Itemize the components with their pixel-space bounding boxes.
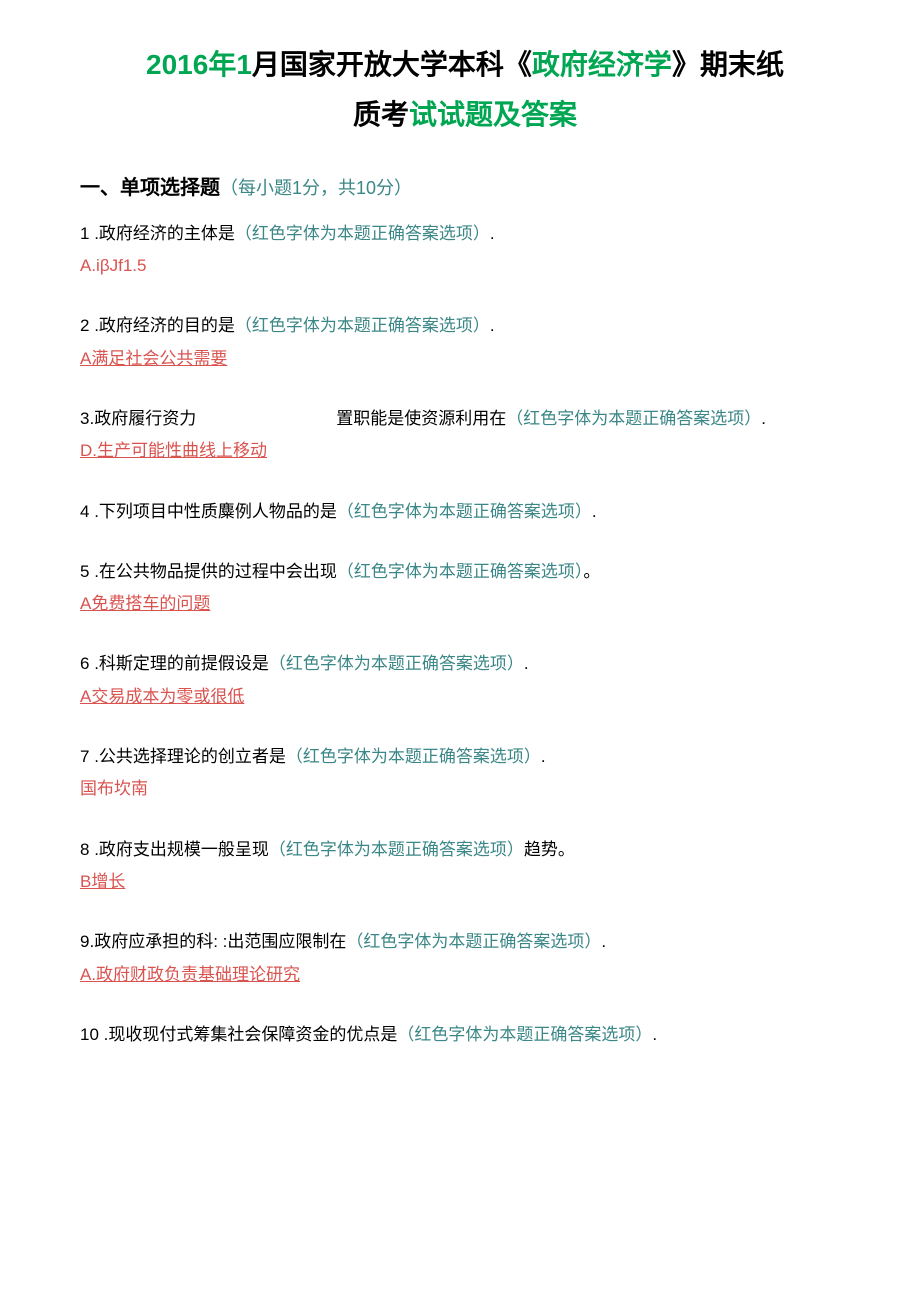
document-title: 2016年1月国家开放大学本科《政府经济学》期末纸 质考试试题及答案 [80,40,850,141]
answer-text: A满足社会公共需要 [80,349,227,368]
question-block: 9.政府应承担的科: :出范围应限制在（红色字体为本题正确答案选项）. A.政府财… [80,926,850,991]
section-note: （每小题1分，共10分） [220,178,412,198]
answer-hint: （红色字体为本题正确答案选项） [397,1025,652,1044]
section-label: 单项选择题 [120,177,220,199]
answer-row: A满足社会公共需要 [80,343,850,375]
question-block: 8 .政府支出规模一般呈现（红色字体为本题正确答案选项）趋势。 B增长 [80,834,850,899]
question-block: 3.政府履行资力置职能是使资源利用在（红色字体为本题正确答案选项）.D.生产可能… [80,403,850,468]
title-line-1: 2016年1月国家开放大学本科《政府经济学》期末纸 [80,40,850,90]
answer-hint: （红色字体为本题正确答案选项） [269,654,524,673]
answer-hint: （红色字体为本题正确答案选项） [506,409,761,428]
question-text: .科斯定理的前提假设是 [89,654,268,673]
title-line2-part1: 质考 [353,99,409,130]
answer-hint: （红色字体为本题正确答案选项） [346,932,601,951]
title-part-2: 月国家开放大学本科《 [252,49,532,80]
question-suffix: . [490,224,495,243]
question-block: 4 .下列项目中性质麋例人物品的是（红色字体为本题正确答案选项）. [80,496,850,528]
answer-text: 国布坎南 [80,779,148,798]
question-block: 10 .现收现付式筹集社会保障资金的优点是（红色字体为本题正确答案选项）. [80,1019,850,1051]
question-text: .政府支出规模一般呈现 [89,840,268,859]
question-row: 5 .在公共物品提供的过程中会出现（红色字体为本题正确答案选项）。 [80,556,850,588]
title-line-2: 质考试试题及答案 [80,90,850,140]
answer-text: A.政府财政负责基础理论研究 [80,965,300,984]
question-text: .政府经济的主体是 [89,224,234,243]
question-row: 9.政府应承担的科: :出范围应限制在（红色字体为本题正确答案选项）. [80,926,850,958]
question-row: 7 .公共选择理论的创立者是（红色字体为本题正确答案选项）. [80,741,850,773]
question-text-2: 置职能是使资源利用在 [336,409,506,428]
question-suffix: 。 [583,562,600,581]
title-part-4: 》期末纸 [672,49,784,80]
answer-text: B增长 [80,872,125,891]
answer-text: A免费搭车的问题 [80,594,210,613]
answer-row: A免费搭车的问题 [80,588,850,620]
question-suffix: . [652,1025,657,1044]
question-text: .政府经济的目的是 [89,316,234,335]
question-suffix: . [761,409,766,428]
question-text: .政府履行资力 [89,409,196,428]
title-line2-part3: 及答案 [493,99,577,130]
questions-container: 1 .政府经济的主体是（红色字体为本题正确答案选项）. A.iβJf1.5 2 .政… [80,218,850,1051]
answer-hint: （红色字体为本题正确答案选项） [235,316,490,335]
answer-hint: （红色字体为本题正确答案选项） [286,747,541,766]
section-header: 一、单项选择题（每小题1分，共10分） [80,171,850,200]
answer-text: A交易成本为零或很低 [80,687,244,706]
answer-text: D.生产可能性曲线上移动 [80,441,267,460]
answer-row: A.iβJf1.5 [80,250,850,282]
question-suffix: . [541,747,546,766]
question-suffix: . [592,502,597,521]
question-suffix: . [601,932,606,951]
question-row: 10 .现收现付式筹集社会保障资金的优点是（红色字体为本题正确答案选项）. [80,1019,850,1051]
question-row: 2 .政府经济的目的是（红色字体为本题正确答案选项）. [80,310,850,342]
question-row: 6 .科斯定理的前提假设是（红色字体为本题正确答案选项）. [80,648,850,680]
question-text: .政府应承担的科: :出范围应限制在 [89,932,346,951]
question-block: 2 .政府经济的目的是（红色字体为本题正确答案选项）. A满足社会公共需要 [80,310,850,375]
question-block: 1 .政府经济的主体是（红色字体为本题正确答案选项）. A.iβJf1.5 [80,218,850,283]
question-number: 10 [80,1025,99,1044]
question-text: .公共选择理论的创立者是 [89,747,285,766]
question-row: 8 .政府支出规模一般呈现（红色字体为本题正确答案选项）趋势。 [80,834,850,866]
answer-row: B增长 [80,866,850,898]
answer-hint: （红色字体为本题正确答案选项） [235,224,490,243]
answer-hint: （红色字体为本题正确答案选项） [337,502,592,521]
question-row: 3.政府履行资力置职能是使资源利用在（红色字体为本题正确答案选项）. [80,403,850,435]
question-block: 7 .公共选择理论的创立者是（红色字体为本题正确答案选项）. 国布坎南 [80,741,850,806]
question-text: .在公共物品提供的过程中会出现 [89,562,336,581]
question-suffix: 趋势。 [524,840,575,859]
answer-row: A交易成本为零或很低 [80,681,850,713]
question-row: 1 .政府经济的主体是（红色字体为本题正确答案选项）. [80,218,850,250]
answer-row: D.生产可能性曲线上移动 [80,435,850,467]
question-text: .现收现付式筹集社会保障资金的优点是 [99,1025,397,1044]
title-part-3: 政府经济学 [532,49,672,80]
question-suffix: . [524,654,529,673]
question-suffix: . [490,316,495,335]
answer-text: A.iβJf1.5 [80,256,146,275]
section-prefix: 一、 [80,177,120,199]
question-block: 5 .在公共物品提供的过程中会出现（红色字体为本题正确答案选项）。 A免费搭车的问… [80,556,850,621]
answer-row: A.政府财政负责基础理论研究 [80,959,850,991]
question-text: .下列项目中性质麋例人物品的是 [89,502,336,521]
question-block: 6 .科斯定理的前提假设是（红色字体为本题正确答案选项）. A交易成本为零或很低 [80,648,850,713]
question-row: 4 .下列项目中性质麋例人物品的是（红色字体为本题正确答案选项）. [80,496,850,528]
answer-row: 国布坎南 [80,773,850,805]
answer-hint: （红色字体为本题正确答案选项） [269,840,524,859]
title-part-1: 2016年1 [146,49,252,80]
title-line2-part2: 试试题 [409,99,493,130]
answer-hint: （红色字体为本题正确答案选项） [337,562,584,581]
